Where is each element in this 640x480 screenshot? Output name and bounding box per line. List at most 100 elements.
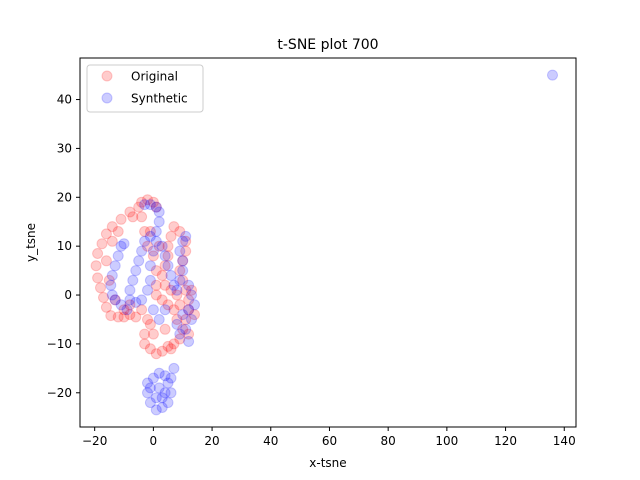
x-axis: −20 0 20 40 60 80 100 120 140: [82, 427, 576, 448]
point-synthetic: [177, 309, 189, 321]
point-original: [147, 196, 159, 208]
point-original: [144, 318, 156, 330]
point-original: [159, 279, 171, 291]
point-original: [118, 311, 130, 323]
point-synthetic: [183, 336, 195, 347]
point-original: [171, 289, 183, 301]
x-tick-label: 120: [494, 434, 517, 448]
point-original: [136, 304, 148, 316]
point-synthetic: [171, 318, 183, 330]
point-synthetic: [142, 387, 153, 399]
point-synthetic: [174, 328, 186, 340]
point-synthetic: [130, 265, 142, 277]
point-synthetic: [147, 245, 159, 257]
point-original: [130, 311, 142, 323]
point-original: [136, 211, 148, 223]
point-synthetic: [142, 284, 153, 296]
point-synthetic: [130, 296, 142, 308]
point-original: [144, 226, 156, 237]
point-original: [142, 194, 153, 206]
point-synthetic: [153, 382, 165, 394]
point-original: [106, 235, 118, 247]
point-original: [183, 294, 195, 306]
point-synthetic: [171, 284, 183, 296]
point-synthetic: [133, 255, 145, 267]
x-tick-label: 140: [553, 434, 576, 448]
point-original: [90, 260, 102, 272]
point-original: [186, 284, 197, 296]
point-synthetic: [153, 206, 165, 218]
point-synthetic: [115, 240, 127, 252]
y-tick-label: 10: [57, 239, 72, 253]
point-synthetic: [142, 377, 153, 389]
legend-box: [86, 64, 204, 113]
point-original: [115, 213, 127, 225]
point-synthetic: [156, 240, 168, 252]
x-tick-label: 100: [435, 434, 458, 448]
legend-label-synthetic: Synthetic: [131, 92, 188, 106]
point-original: [150, 201, 162, 213]
point-original: [165, 343, 177, 355]
point-original: [180, 284, 192, 296]
point-synthetic: [144, 260, 156, 272]
point-original: [162, 240, 174, 252]
point-original: [142, 314, 153, 325]
chart-title: t-SNE plot 700: [277, 37, 378, 53]
point-synthetic: [168, 362, 180, 374]
point-original: [112, 311, 124, 323]
point-synthetic: [124, 294, 136, 306]
point-original: [165, 230, 177, 242]
point-synthetic: [162, 377, 174, 389]
x-tick-label: 20: [204, 434, 219, 448]
point-original: [124, 299, 136, 311]
point-synthetic: [162, 397, 174, 409]
point-original: [139, 226, 151, 237]
point-original: [174, 333, 186, 345]
point-original: [156, 345, 168, 357]
point-original: [180, 235, 192, 247]
legend-label-original: Original: [131, 70, 178, 84]
point-original: [92, 272, 104, 284]
point-synthetic: [168, 279, 180, 291]
point-original: [165, 284, 177, 296]
point-original: [100, 228, 112, 240]
plot-area: [79, 57, 577, 428]
point-synthetic: [144, 230, 156, 242]
point-original: [150, 265, 162, 277]
point-synthetic: [165, 387, 177, 399]
point-synthetic: [180, 230, 192, 242]
point-original: [105, 310, 117, 322]
point-synthetic: [139, 199, 151, 211]
point-original: [112, 226, 124, 237]
point-synthetic: [186, 289, 197, 301]
point-original: [156, 294, 168, 306]
x-tick-label: 60: [322, 434, 337, 448]
point-original: [98, 292, 109, 303]
y-tick-label: 40: [57, 93, 72, 107]
point-synthetic: [150, 392, 162, 404]
point-synthetic: [189, 299, 200, 311]
plot-background: [80, 58, 576, 427]
point-synthetic: [186, 314, 197, 325]
point-synthetic: [106, 289, 118, 301]
point-original: [162, 299, 174, 311]
point-original: [189, 309, 200, 321]
point-original: [133, 201, 145, 213]
point-original: [183, 328, 195, 340]
point-original: [147, 250, 159, 262]
point-synthetic: [121, 304, 133, 316]
point-original: [92, 248, 104, 259]
y-tick-label: 20: [57, 190, 72, 204]
point-original: [147, 328, 159, 340]
point-original: [174, 299, 186, 311]
point-original: [127, 211, 139, 223]
point-synthetic: [144, 199, 156, 211]
point-synthetic: [136, 245, 148, 257]
point-synthetic: [127, 274, 139, 286]
point-original: [156, 270, 168, 281]
point-original: [136, 196, 148, 208]
point-original: [109, 294, 121, 306]
point-synthetic: [150, 226, 162, 237]
point-original: [180, 245, 192, 257]
